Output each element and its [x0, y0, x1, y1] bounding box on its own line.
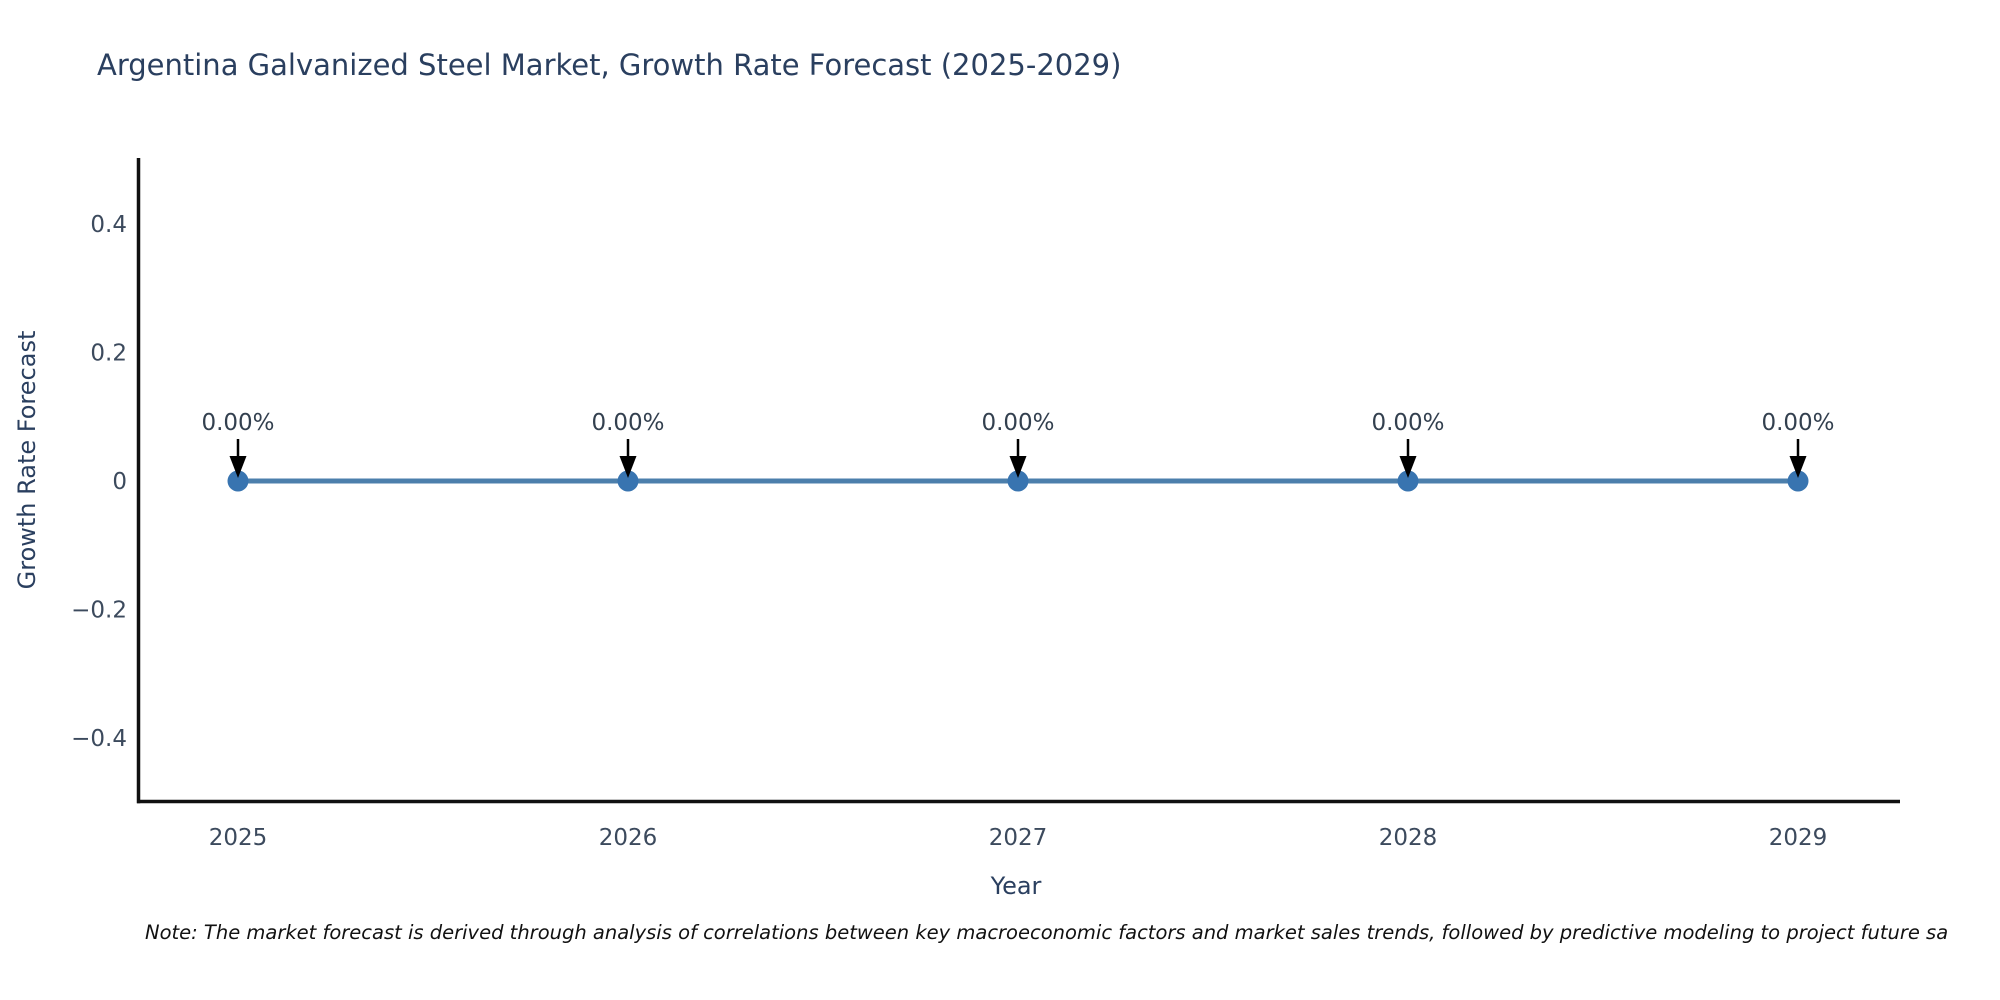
y-tick-label: −0.4 [71, 726, 127, 752]
data-point-marker [1787, 470, 1809, 492]
annotation-arrow-head [1789, 456, 1807, 478]
y-tick-label: 0.4 [90, 212, 127, 238]
point-annotation-label: 0.00% [591, 410, 664, 436]
point-annotation-label: 0.00% [1761, 410, 1834, 436]
y-tick-label: 0 [112, 469, 127, 495]
chart-title: Argentina Galvanized Steel Market, Growt… [97, 48, 1122, 82]
x-tick-label: 2029 [1769, 825, 1828, 851]
x-tick-label: 2027 [989, 825, 1048, 851]
data-point-marker [617, 470, 639, 492]
x-axis-title: Year [990, 872, 1042, 900]
y-tick-label: 0.2 [90, 341, 127, 367]
point-annotation-label: 0.00% [1371, 410, 1444, 436]
x-tick-label: 2026 [599, 825, 658, 851]
annotation-arrow-head [229, 456, 247, 478]
y-tick-label: −0.2 [71, 597, 127, 623]
data-point-marker [1007, 470, 1029, 492]
annotation-arrow-head [1399, 456, 1417, 478]
point-annotation-label: 0.00% [981, 410, 1054, 436]
data-point-marker [227, 470, 249, 492]
data-point-marker [1397, 470, 1419, 492]
annotation-arrow-head [619, 456, 637, 478]
annotation-arrow-head [1009, 456, 1027, 478]
x-tick-label: 2025 [209, 825, 268, 851]
x-tick-label: 2028 [1379, 825, 1438, 851]
point-annotation-label: 0.00% [201, 410, 274, 436]
footnote: Note: The market forecast is derived thr… [145, 921, 1949, 944]
